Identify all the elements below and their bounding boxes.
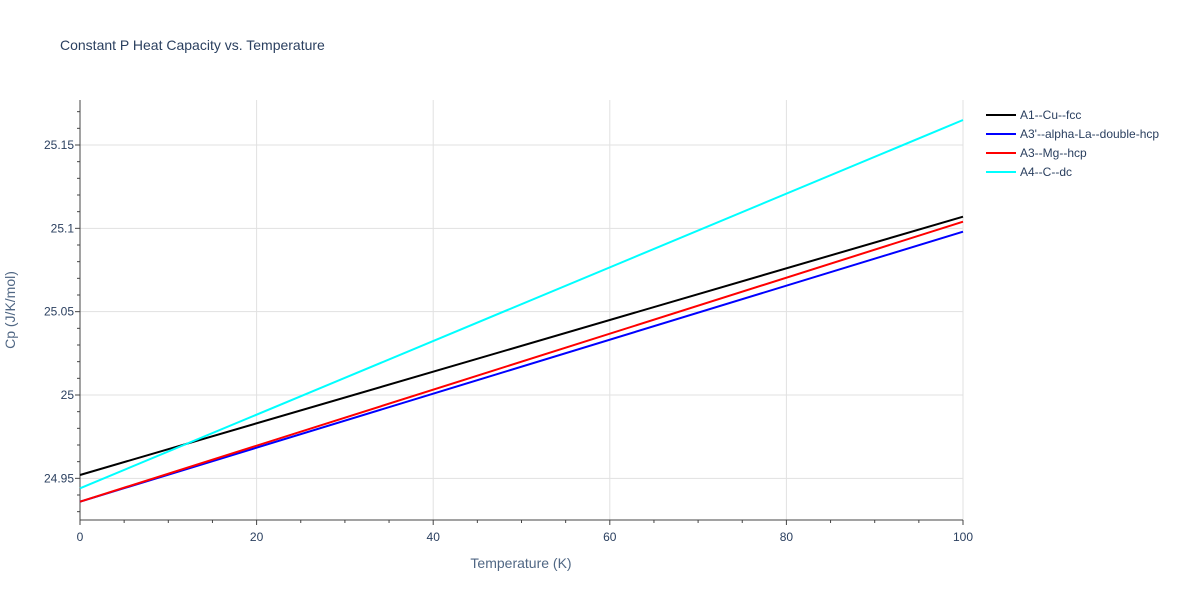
- x-tick-label: 0: [77, 530, 84, 544]
- legend-label: A3'--alpha-La--double-hcp: [1020, 127, 1159, 141]
- series-line: [79, 215, 964, 476]
- x-tick-label: 80: [780, 530, 794, 544]
- x-tick-label: 20: [250, 530, 264, 544]
- x-tick-label: 100: [953, 530, 973, 544]
- series-line: [79, 119, 964, 490]
- series-line: [79, 220, 964, 503]
- legend-label: A4--C--dc: [1020, 165, 1072, 179]
- y-tick-label: 24.95: [44, 471, 74, 485]
- y-tick-label: 25.1: [51, 221, 75, 235]
- x-axis-title: Temperature (K): [470, 555, 571, 571]
- tick-labels: 0 20 40 60 80 100 24.95 25 25.05 25.1 25.15: [44, 138, 973, 544]
- series-lines: [79, 119, 964, 503]
- legend-label: A3--Mg--hcp: [1020, 146, 1087, 160]
- chart-title: Constant P Heat Capacity vs. Temperature: [60, 37, 325, 53]
- legend: A1--Cu--fcc A3'--alpha-La--double-hcp A3--…: [986, 108, 1159, 179]
- y-axis-title: Cp (J/K/mol): [2, 271, 18, 349]
- grid: [80, 100, 964, 520]
- legend-label: A1--Cu--fcc: [1020, 108, 1081, 122]
- y-tick-label: 25: [61, 388, 75, 402]
- series-line: [79, 230, 964, 503]
- y-tick-label: 25.15: [44, 138, 74, 152]
- y-tick-label: 25.05: [44, 305, 74, 319]
- x-tick-label: 60: [603, 530, 617, 544]
- axes: [75, 100, 964, 525]
- x-tick-label: 40: [427, 530, 441, 544]
